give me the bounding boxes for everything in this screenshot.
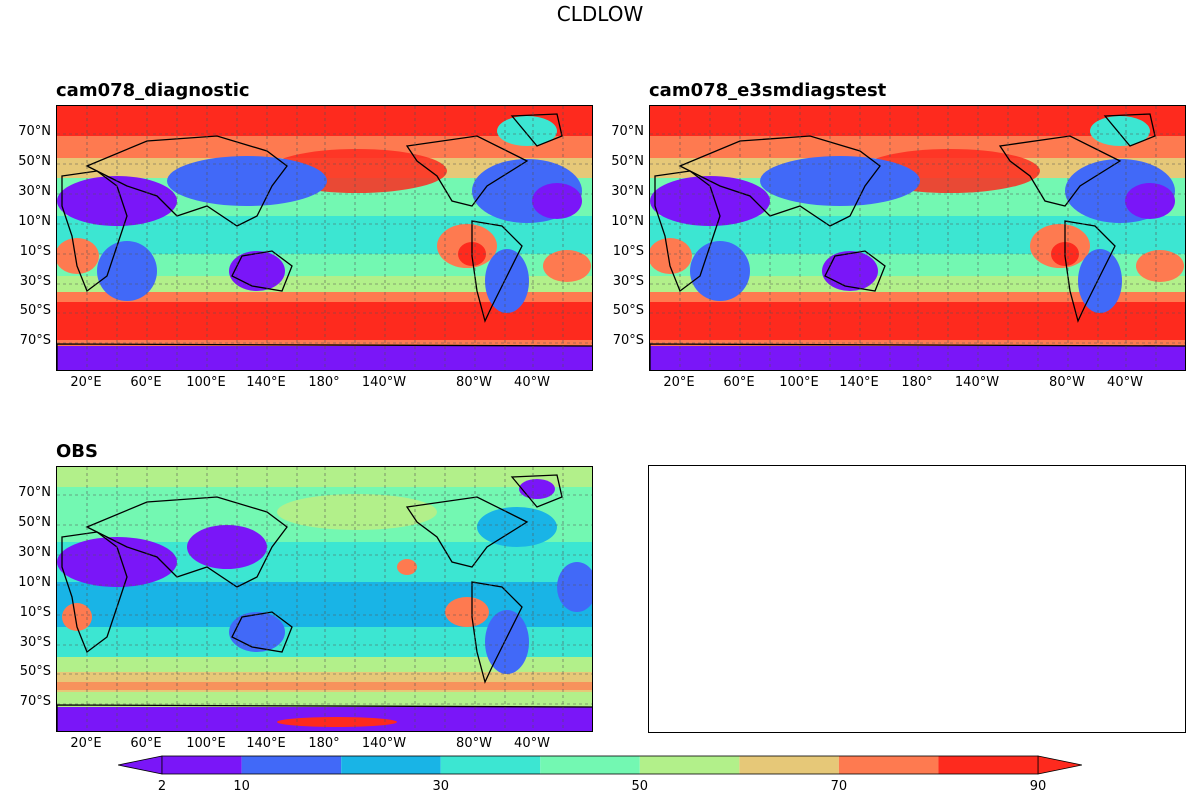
lon-tick-label: 100°E [186, 375, 226, 390]
colorbar-tick-label: 10 [233, 779, 250, 794]
lat-tick-label: 50°N [611, 154, 644, 169]
lat-tick-label: 30°N [18, 184, 51, 199]
lon-tick-label: 80°W [456, 736, 492, 751]
colorbar-tick-label: 90 [1029, 779, 1047, 794]
lon-tick-label: 40°W [1107, 375, 1143, 390]
lon-tick-label: 20°E [70, 736, 102, 751]
lon-tick-label: 100°E [186, 736, 226, 751]
colorbar-tick-label: 70 [830, 779, 848, 794]
panel-title-model-2: cam078_e3smdiagstest [649, 80, 887, 101]
lon-tick-label: 40°W [514, 736, 550, 751]
lon-tick-label: 140°W [954, 375, 1000, 390]
map-panel-model-2 [649, 105, 1186, 371]
lon-tick-label: 20°E [70, 375, 102, 390]
figure-title: CLDLOW [556, 2, 644, 26]
lon-tick-label: 140°E [246, 736, 286, 751]
colorbar-segment [341, 756, 441, 774]
lat-tick-label: 10°S [612, 244, 644, 259]
lat-tick-label: 70°N [611, 124, 644, 139]
lat-tick-label: 70°N [18, 485, 51, 500]
lat-tick-label: 30°N [18, 545, 51, 560]
colorbar-tick-label: 50 [631, 779, 649, 794]
colorbar-tick-label: 2 [157, 779, 167, 794]
map-panel-model-1 [56, 105, 593, 371]
colorbar-segment [162, 756, 242, 774]
lat-tick-label: 30°N [611, 184, 644, 199]
empty-panel [648, 465, 1186, 733]
lon-tick-label: 80°W [456, 375, 492, 390]
lon-tick-label: 140°W [361, 736, 407, 751]
colorbar-segment [739, 756, 839, 774]
lat-tick-label: 10°N [611, 214, 644, 229]
model-cloud-field [650, 106, 1185, 370]
lon-tick-label: 60°E [130, 375, 162, 390]
colorbar [118, 755, 1082, 775]
lat-tick-label: 70°N [18, 124, 51, 139]
colorbar-tick-label: 30 [432, 779, 449, 794]
lon-tick-label: 180° [308, 736, 340, 751]
lon-tick-label: 20°E [663, 375, 695, 390]
colorbar-segment [440, 756, 541, 774]
lat-tick-label: 30°S [612, 274, 644, 289]
lon-tick-label: 140°E [246, 375, 286, 390]
colorbar-segment [838, 756, 939, 774]
lon-tick-label: 100°E [779, 375, 819, 390]
lon-tick-label: 180° [901, 375, 933, 390]
lat-tick-label: 50°S [612, 303, 644, 318]
colorbar-extend-max [1037, 755, 1082, 775]
lon-tick-label: 60°E [723, 375, 755, 390]
lat-tick-label: 70°S [19, 694, 51, 709]
lon-tick-label: 60°E [130, 736, 162, 751]
lat-tick-label: 50°S [19, 303, 51, 318]
lat-tick-label: 10°S [19, 605, 51, 620]
model-cloud-field [57, 106, 592, 370]
lat-tick-label: 50°S [19, 664, 51, 679]
colorbar-segment [241, 756, 342, 774]
lon-tick-label: 140°E [839, 375, 879, 390]
panel-title-obs: OBS [56, 441, 98, 462]
colorbar-extend-min [118, 755, 163, 775]
panel-title-model-1: cam078_diagnostic [56, 80, 250, 101]
lat-tick-label: 70°S [19, 333, 51, 348]
colorbar-segment [938, 756, 1038, 774]
obs-cloud-field [57, 467, 592, 731]
lat-tick-label: 50°N [18, 154, 51, 169]
lat-tick-label: 50°N [18, 515, 51, 530]
lat-tick-label: 10°S [19, 244, 51, 259]
map-panel-obs [56, 466, 593, 732]
lon-tick-label: 140°W [361, 375, 407, 390]
lon-tick-label: 80°W [1049, 375, 1085, 390]
lon-tick-label: 180° [308, 375, 340, 390]
lat-tick-label: 30°S [19, 635, 51, 650]
lat-tick-label: 30°S [19, 274, 51, 289]
lon-tick-label: 40°W [514, 375, 550, 390]
colorbar-segment [639, 756, 740, 774]
lat-tick-label: 70°S [612, 333, 644, 348]
colorbar-segment [540, 756, 640, 774]
lat-tick-label: 10°N [18, 214, 51, 229]
lat-tick-label: 10°N [18, 575, 51, 590]
